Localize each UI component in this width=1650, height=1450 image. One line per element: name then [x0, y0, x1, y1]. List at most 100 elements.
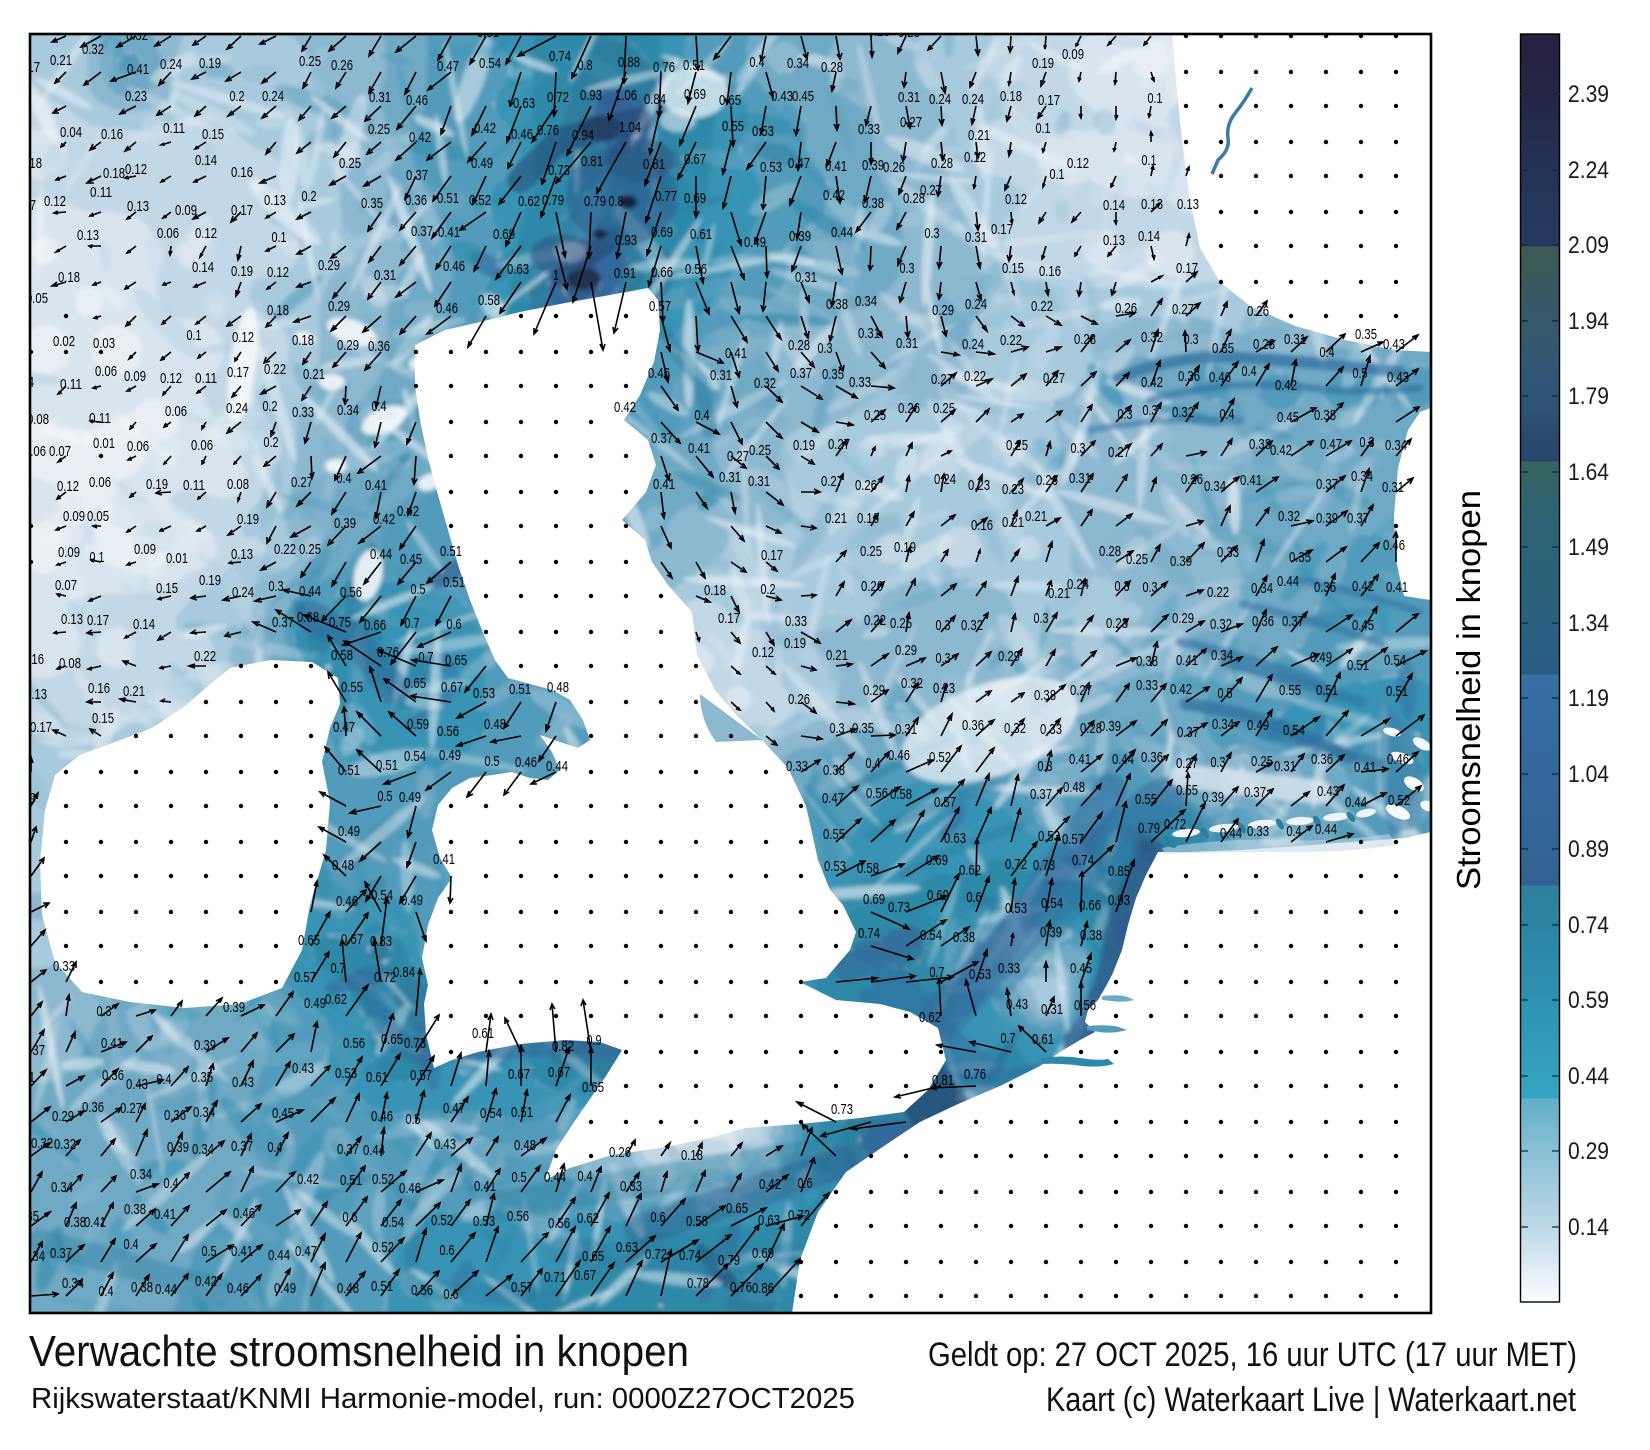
- svg-text:0.48: 0.48: [1063, 779, 1085, 796]
- svg-text:0.39: 0.39: [223, 999, 245, 1016]
- svg-text:0.12: 0.12: [1067, 155, 1089, 172]
- svg-text:0.58: 0.58: [478, 292, 500, 309]
- svg-text:0.36: 0.36: [962, 717, 984, 734]
- svg-text:0.24: 0.24: [226, 400, 248, 417]
- svg-text:0.33: 0.33: [1247, 823, 1269, 840]
- svg-text:0.19: 0.19: [199, 572, 221, 589]
- svg-text:0.53: 0.53: [335, 1065, 357, 1082]
- svg-text:0.93: 0.93: [615, 232, 637, 249]
- svg-text:0.28: 0.28: [931, 155, 953, 172]
- svg-text:0.22: 0.22: [1207, 584, 1229, 601]
- svg-text:0.44: 0.44: [546, 758, 568, 775]
- svg-text:0.46: 0.46: [399, 1180, 421, 1197]
- svg-text:0.3: 0.3: [900, 260, 915, 277]
- svg-text:0.43: 0.43: [434, 1136, 456, 1153]
- svg-text:0.44: 0.44: [268, 1247, 290, 1264]
- svg-text:0.46: 0.46: [511, 126, 533, 143]
- svg-text:0.62: 0.62: [518, 193, 540, 210]
- svg-text:0.13: 0.13: [1103, 232, 1125, 249]
- svg-text:0.09: 0.09: [63, 508, 85, 525]
- svg-text:0.16: 0.16: [88, 680, 110, 697]
- svg-text:0.58: 0.58: [331, 647, 353, 664]
- svg-text:0.16: 0.16: [1039, 263, 1061, 280]
- svg-text:0.07: 0.07: [55, 577, 77, 594]
- svg-text:0.31: 0.31: [369, 89, 391, 106]
- svg-text:0.31: 0.31: [710, 367, 732, 384]
- svg-text:0.55: 0.55: [1279, 682, 1301, 699]
- svg-text:0.59: 0.59: [1568, 987, 1609, 1014]
- svg-text:0.55: 0.55: [823, 826, 845, 843]
- svg-text:0.52: 0.52: [929, 749, 951, 766]
- svg-text:0.12: 0.12: [125, 161, 147, 178]
- svg-text:0.15: 0.15: [202, 126, 224, 143]
- svg-text:0.41: 0.41: [127, 61, 149, 78]
- svg-text:0.45: 0.45: [400, 551, 422, 568]
- svg-text:0.46: 0.46: [443, 258, 465, 275]
- svg-text:0.25: 0.25: [339, 155, 361, 172]
- svg-text:0.35: 0.35: [17, 1208, 39, 1225]
- svg-text:0.33: 0.33: [998, 960, 1020, 977]
- svg-text:0.93: 0.93: [580, 87, 602, 104]
- svg-text:0.41: 0.41: [1176, 652, 1198, 669]
- svg-text:0.78: 0.78: [580, 20, 602, 37]
- svg-text:0.66: 0.66: [1079, 897, 1101, 914]
- svg-text:0.4: 0.4: [1242, 363, 1257, 380]
- svg-text:0.54: 0.54: [371, 887, 393, 904]
- svg-text:0.15: 0.15: [156, 580, 178, 597]
- svg-text:0.43: 0.43: [1387, 369, 1409, 386]
- svg-text:0.13: 0.13: [1141, 196, 1163, 213]
- svg-text:0.63: 0.63: [616, 1239, 638, 1256]
- svg-text:0.31: 0.31: [895, 721, 917, 738]
- svg-text:0.51: 0.51: [437, 190, 459, 207]
- svg-text:0.18: 0.18: [1000, 88, 1022, 105]
- svg-text:0.5: 0.5: [406, 1111, 421, 1128]
- svg-text:0.53: 0.53: [824, 858, 846, 875]
- svg-text:0.43: 0.43: [292, 1060, 314, 1077]
- svg-text:0.31: 0.31: [898, 89, 920, 106]
- svg-text:0.73: 0.73: [888, 899, 910, 916]
- svg-text:0.34: 0.34: [192, 1141, 214, 1158]
- svg-text:0.24: 0.24: [160, 56, 182, 73]
- svg-text:0.17: 0.17: [87, 612, 109, 629]
- svg-text:0.51: 0.51: [1386, 683, 1408, 700]
- svg-text:0.42: 0.42: [195, 1273, 217, 1290]
- svg-text:0.05: 0.05: [26, 290, 48, 307]
- svg-text:0.76: 0.76: [653, 59, 675, 76]
- svg-text:0.32: 0.32: [754, 375, 776, 392]
- svg-text:0.54: 0.54: [404, 748, 426, 765]
- svg-text:0.25: 0.25: [860, 543, 882, 560]
- svg-text:0.42: 0.42: [474, 120, 496, 137]
- svg-text:0.27: 0.27: [1176, 755, 1198, 772]
- svg-text:0.67: 0.67: [574, 1267, 596, 1284]
- svg-text:0.46: 0.46: [233, 1205, 255, 1222]
- svg-text:0.24: 0.24: [262, 88, 284, 105]
- svg-text:0.26: 0.26: [331, 57, 353, 74]
- svg-text:0.33: 0.33: [292, 404, 314, 421]
- svg-text:1.79: 1.79: [1568, 383, 1609, 410]
- svg-text:0.63: 0.63: [507, 261, 529, 278]
- svg-text:0.47: 0.47: [443, 1100, 465, 1117]
- svg-text:0.44: 0.44: [1345, 794, 1367, 811]
- svg-text:0.26: 0.26: [1181, 471, 1203, 488]
- svg-text:0.29: 0.29: [1568, 1138, 1609, 1165]
- svg-text:0.22: 0.22: [964, 368, 986, 385]
- svg-text:0.27: 0.27: [291, 474, 313, 491]
- svg-text:0.19: 0.19: [199, 55, 221, 72]
- svg-text:0.32: 0.32: [1172, 404, 1194, 421]
- svg-text:0.74: 0.74: [1568, 912, 1609, 939]
- svg-text:0.13: 0.13: [77, 227, 99, 244]
- svg-text:0.44: 0.44: [1568, 1063, 1609, 1090]
- svg-text:0.29: 0.29: [318, 257, 340, 274]
- svg-text:0.56: 0.56: [343, 1035, 365, 1052]
- svg-text:0.58: 0.58: [686, 1213, 708, 1230]
- svg-text:0.2: 0.2: [302, 188, 317, 205]
- svg-text:0.39: 0.39: [334, 515, 356, 532]
- svg-text:0.7: 0.7: [331, 960, 346, 977]
- svg-text:0.76: 0.76: [964, 1066, 986, 1083]
- svg-text:0.26: 0.26: [609, 1144, 631, 1161]
- svg-text:0.29: 0.29: [337, 337, 359, 354]
- svg-text:0.04: 0.04: [60, 124, 82, 141]
- svg-text:0.25: 0.25: [299, 53, 321, 70]
- svg-text:0.54: 0.54: [479, 55, 501, 72]
- svg-text:2.39: 2.39: [1568, 81, 1609, 108]
